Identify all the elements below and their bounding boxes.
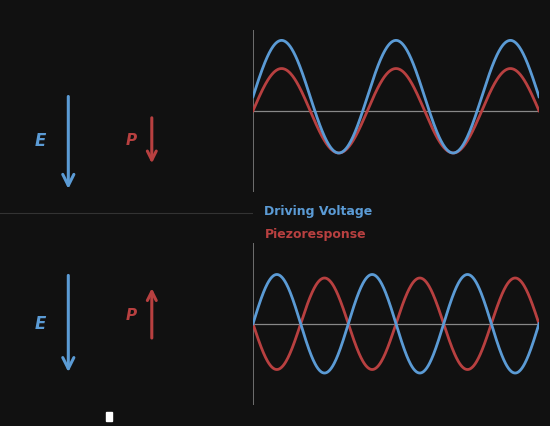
Text: E: E bbox=[35, 315, 46, 333]
Text: P: P bbox=[126, 308, 137, 323]
Text: Piezoresponse: Piezoresponse bbox=[265, 228, 366, 241]
Text: Driving Voltage: Driving Voltage bbox=[265, 205, 373, 218]
Text: P: P bbox=[126, 133, 137, 148]
Text: E: E bbox=[35, 132, 46, 150]
